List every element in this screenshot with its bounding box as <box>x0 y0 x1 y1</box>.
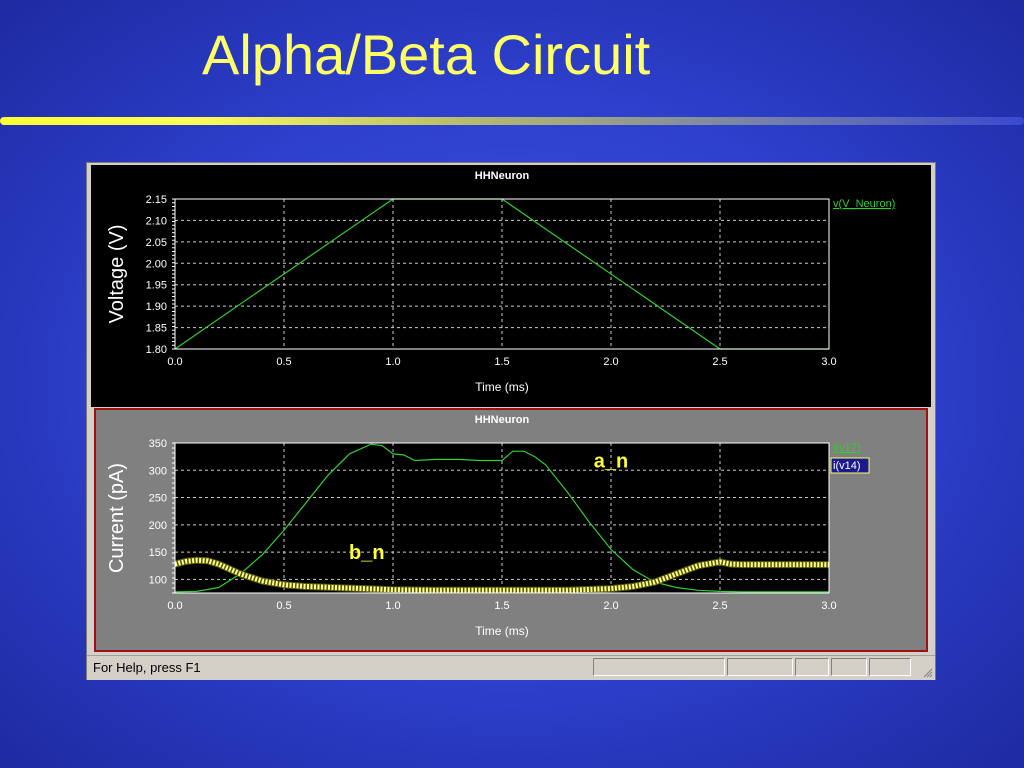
status-pane <box>869 658 911 676</box>
waveform-viewer: HHNeuron 0.0 0.5 1.0 1.5 2.0 2.5 3.0 1.80 1.85 1.9… <box>91 165 931 652</box>
x-tick-label: 1.0 <box>385 600 400 612</box>
chart-title: HHNeuron <box>475 414 530 426</box>
plot-border <box>174 198 830 350</box>
legend-highlight <box>830 457 870 474</box>
annotation-label: b_n <box>349 542 385 564</box>
x-tick-label: 0.0 <box>167 356 182 368</box>
chart-panel-2: HHNeuron 0.0 0.5 1.0 1.5 2.0 2.5 3.0 100 150 200 25… <box>94 408 928 652</box>
y-tick-label: 100 <box>149 574 167 586</box>
y-tick-label: 2.15 <box>146 194 167 206</box>
x-tick-label: 0.5 <box>276 356 291 368</box>
y-tick-label: 2.00 <box>146 258 167 270</box>
legend-entry: v(V_Neuron) <box>833 198 895 210</box>
status-pane <box>593 658 725 676</box>
y-tick-label: 250 <box>149 493 167 505</box>
chart-title: HHNeuron <box>475 170 530 182</box>
x-tick-label: 0.5 <box>276 600 291 612</box>
status-pane <box>727 658 793 676</box>
x-axis-label: Time (ms) <box>475 380 529 394</box>
y-tick-label: 2.10 <box>146 215 167 227</box>
status-pane <box>795 658 829 676</box>
resize-grip-icon[interactable] <box>921 666 933 678</box>
x-tick-label: 2.0 <box>603 600 618 612</box>
annotation-label: a_n <box>594 451 628 473</box>
slide-title: Alpha/Beta Circuit <box>202 23 651 86</box>
x-tick-label: 1.5 <box>494 356 509 368</box>
x-tick-label: 3.0 <box>821 356 836 368</box>
y-axis-label: Voltage (V) <box>106 225 128 324</box>
x-tick-label: 1.0 <box>385 356 400 368</box>
y-tick-label: 1.95 <box>146 280 167 292</box>
status-pane <box>831 658 867 676</box>
status-text: For Help, press F1 <box>93 660 201 675</box>
y-tick-label: 1.90 <box>146 301 167 313</box>
x-tick-label: 1.5 <box>494 600 509 612</box>
x-tick-label: 2.5 <box>712 356 727 368</box>
title-underline <box>0 117 1024 125</box>
y-tick-label: 1.80 <box>146 344 167 356</box>
y-tick-label: 350 <box>149 438 167 450</box>
x-tick-label: 2.5 <box>712 600 727 612</box>
y-tick-label: 2.05 <box>146 237 167 249</box>
y-tick-label: 300 <box>149 465 167 477</box>
simulator-window: HHNeuron 0.0 0.5 1.0 1.5 2.0 2.5 3.0 1.80 1.85 1.9… <box>86 162 936 680</box>
x-axis-label: Time (ms) <box>475 624 529 638</box>
legend-entry: i(v17) <box>833 442 861 454</box>
legend-entry: i(v14) <box>833 460 861 472</box>
x-tick-label: 3.0 <box>821 600 836 612</box>
x-tick-label: 2.0 <box>603 356 618 368</box>
y-tick-label: 200 <box>149 520 167 532</box>
chart-panel-1: HHNeuron 0.0 0.5 1.0 1.5 2.0 2.5 3.0 1.80 1.85 1.9… <box>91 165 931 407</box>
y-axis-label: Current (pA) <box>106 463 128 573</box>
series-line-i(v14) <box>174 557 829 593</box>
y-tick-label: 1.85 <box>146 323 167 335</box>
status-bar: For Help, press F1 <box>87 655 935 680</box>
y-tick-label: 150 <box>149 547 167 559</box>
plot-border <box>174 442 830 594</box>
x-tick-label: 0.0 <box>167 600 182 612</box>
